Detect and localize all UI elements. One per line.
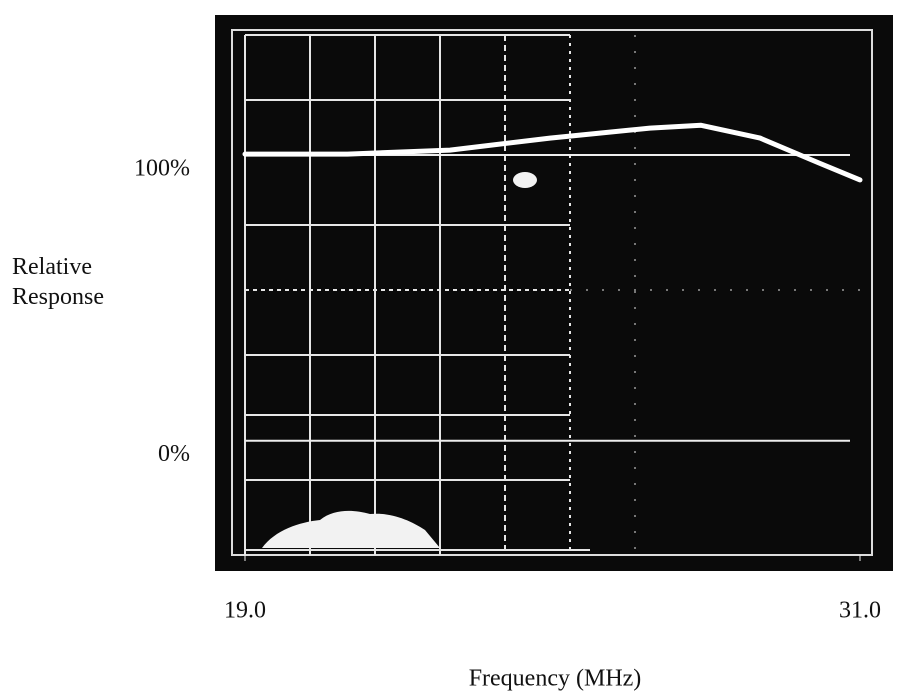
y-tick-label: 0% — [158, 441, 190, 467]
reticle — [244, 34, 860, 555]
x-tick-label: 31.0 — [839, 598, 881, 624]
y-tick-label: 100% — [134, 156, 190, 182]
scope-screen — [215, 15, 893, 571]
y-axis-label: Relative Response — [12, 254, 104, 310]
x-tick-label: 19.0 — [224, 598, 266, 624]
noise-floor — [262, 510, 440, 548]
trace — [242, 122, 863, 183]
blip — [513, 172, 537, 188]
screen-frame — [231, 29, 873, 556]
x-axis-label: Frequency (MHz) — [469, 666, 642, 692]
